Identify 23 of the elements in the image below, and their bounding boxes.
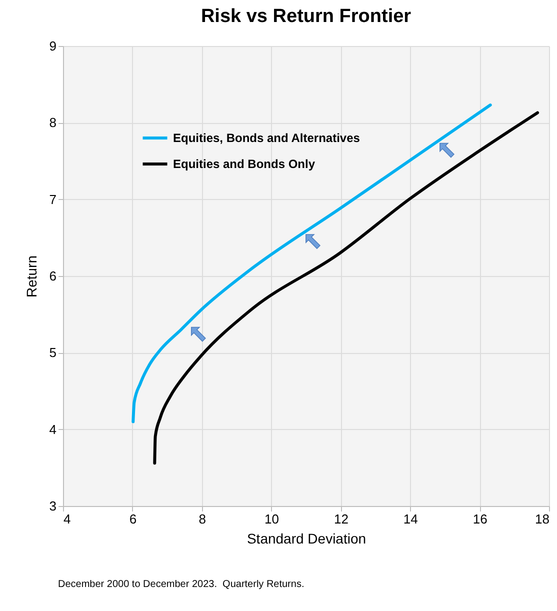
- x-tick-label: 12: [334, 512, 348, 526]
- x-axis-title: Standard Deviation: [246, 530, 366, 546]
- y-tick-label: 9: [49, 38, 56, 54]
- x-tick-label: 4: [64, 512, 71, 526]
- y-tick-label: 8: [49, 115, 56, 130]
- line-series: [132, 104, 492, 424]
- y-axis-title: Return: [23, 255, 40, 298]
- chart-title: Risk vs Return Frontier: [200, 6, 412, 27]
- x-tick-label: 14: [403, 512, 418, 526]
- legend-label: Equities, Bonds and Alternatives: [173, 131, 360, 145]
- x-tick-label: 18: [535, 512, 550, 526]
- x-tick-label: 16: [472, 512, 488, 526]
- text: December 2000 to December 2023. Quarterly Returns.: [58, 578, 306, 591]
- y-tick-label: 5: [49, 345, 56, 360]
- legend-label: Equities and Bonds Only: [173, 157, 316, 171]
- x-tick-label: 10: [264, 512, 280, 526]
- x-tick-label: 6: [129, 512, 137, 526]
- y-tick-label: 3: [49, 498, 56, 514]
- y-tick-label: 7: [49, 192, 56, 207]
- y-tick-label: 4: [49, 422, 56, 437]
- line-series: [153, 111, 540, 465]
- y-tick-label: 6: [49, 268, 56, 284]
- x-tick-label: 8: [198, 512, 206, 526]
